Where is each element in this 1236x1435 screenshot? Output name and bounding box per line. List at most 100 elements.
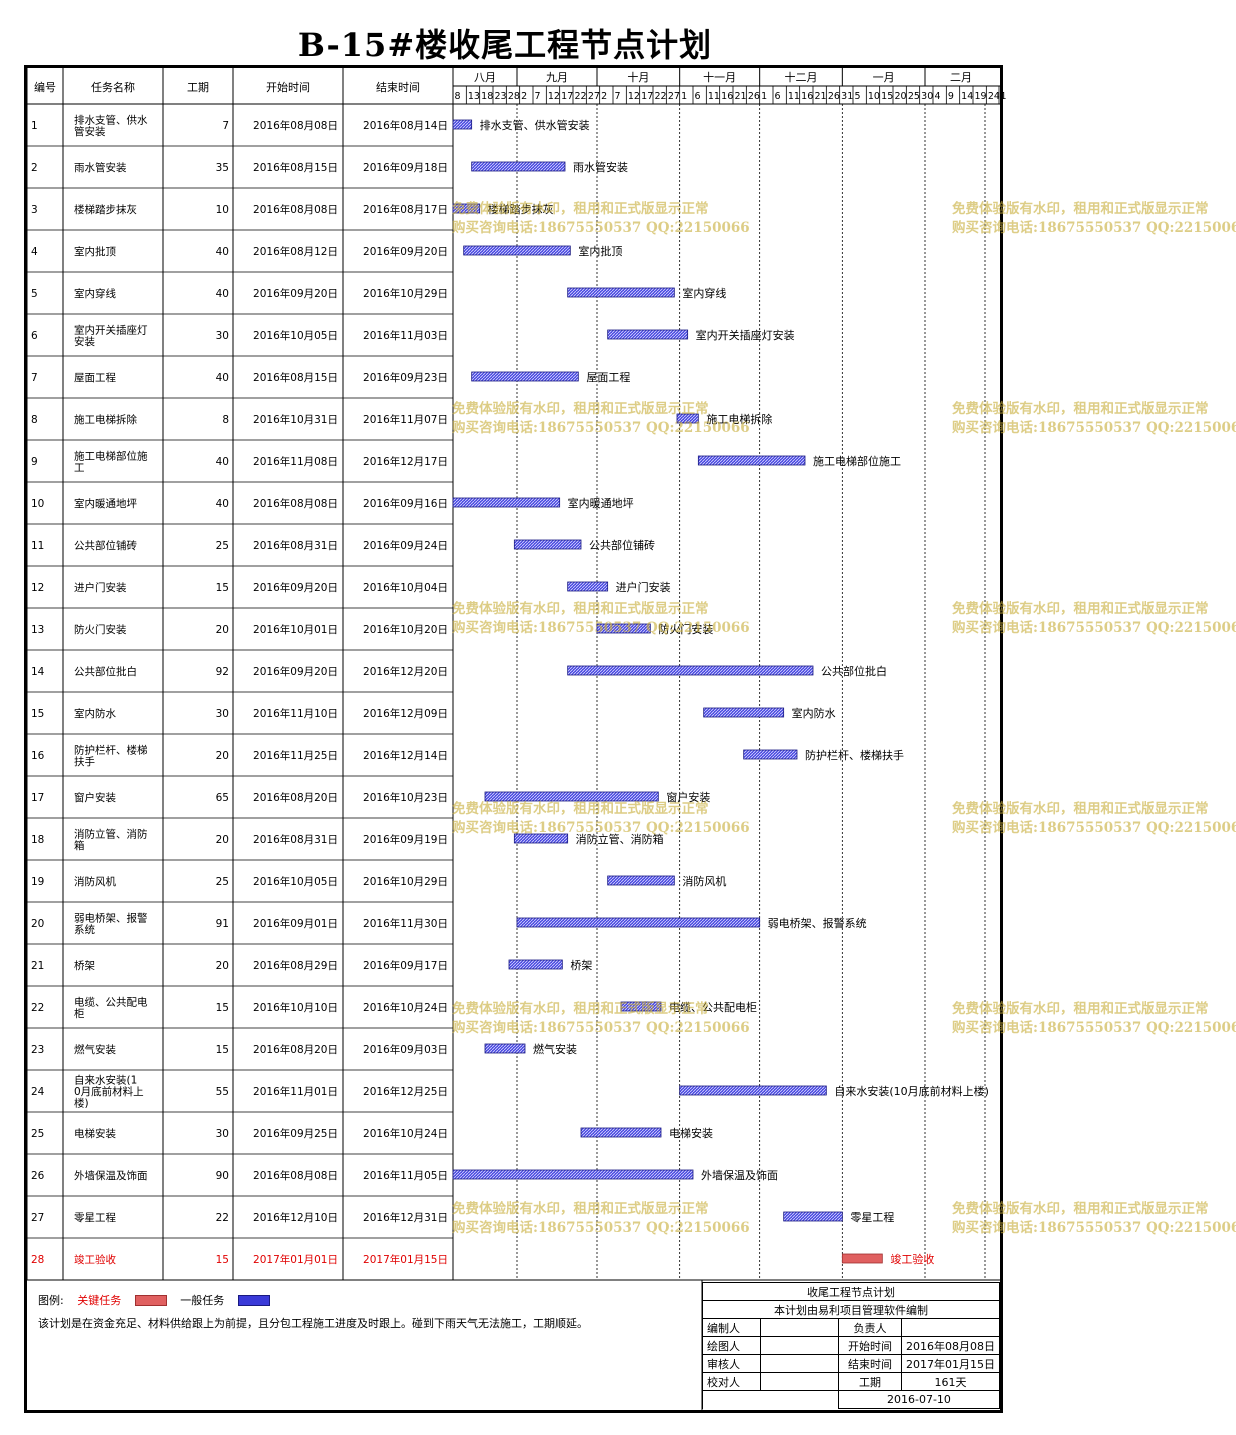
page-title: B-15#楼收尾工程节点计划: [297, 26, 713, 64]
task-end: 2016年12月17日: [363, 455, 448, 468]
task-duration: 20: [216, 960, 229, 972]
task-name: 管安装: [74, 125, 106, 138]
gantt-bar-label: 自来水安装(10月底前材料上楼): [834, 1084, 989, 1098]
tb-cell: [759, 1372, 839, 1391]
gantt-bar-label: 电梯安装: [669, 1126, 713, 1140]
day-tick-label: 21: [735, 91, 747, 102]
task-duration: 40: [216, 372, 229, 384]
task-name: 安装: [74, 335, 95, 348]
gantt-bar: [841, 1253, 883, 1264]
tb-cell: 审核人: [702, 1354, 761, 1373]
task-id: 15: [31, 708, 44, 720]
task-end: 2016年09月23日: [363, 371, 448, 384]
task-id: 2: [31, 162, 38, 174]
task-name: 系统: [74, 923, 95, 936]
task-name: 进户门安装: [74, 581, 127, 594]
task-duration: 20: [216, 624, 229, 636]
gantt-bar: [452, 119, 473, 130]
task-end: 2016年11月07日: [363, 413, 448, 426]
gantt-bar-label: 防护栏杆、楼梯扶手: [805, 748, 904, 762]
task-duration: 30: [216, 708, 229, 720]
task-id: 16: [31, 750, 45, 762]
task-end: 2016年09月24日: [363, 539, 448, 552]
gantt-bar: [620, 1001, 662, 1012]
gantt-bar-label: 屋面工程: [586, 371, 630, 384]
task-id: 7: [31, 372, 38, 384]
month-label: 一月: [873, 71, 895, 84]
day-tick-label: 25: [908, 91, 920, 102]
day-tick-label: 26: [828, 91, 840, 102]
day-tick-label: 18: [481, 91, 493, 102]
day-tick-label: 10: [868, 91, 880, 102]
task-start: 2016年08月15日: [253, 161, 338, 174]
gantt-bar-label: 竣工验收: [890, 1252, 934, 1266]
day-tick-label: 28: [508, 91, 520, 102]
gantt-bar: [580, 1127, 662, 1138]
title-block: 收尾工程节点计划 本计划由易利项目管理软件编制 编制人 负责人 绘图人 开始时间…: [702, 1282, 1001, 1409]
gantt-bar: [567, 287, 675, 298]
gantt-bar-label: 燃气安装: [533, 1042, 577, 1056]
day-tick-label: 5: [855, 91, 861, 102]
task-id: 4: [31, 246, 38, 258]
task-duration: 65: [216, 792, 229, 804]
task-name: 电梯安装: [74, 1127, 116, 1140]
gantt-bar-label: 消防立管、消防箱: [576, 832, 664, 846]
task-duration: 92: [216, 666, 229, 678]
task-name: 外墙保温及饰面: [74, 1169, 148, 1182]
task-end: 2016年10月24日: [363, 1001, 448, 1014]
task-name: 雨水管安装: [74, 161, 127, 174]
task-end: 2016年09月18日: [363, 161, 448, 174]
task-name: 窗户安装: [74, 791, 116, 804]
task-name: 屋面工程: [74, 372, 116, 384]
gantt-bar-label: 桥架: [570, 959, 592, 972]
header-start: 开始时间: [266, 80, 310, 94]
task-start: 2016年10月31日: [253, 413, 338, 426]
task-name: 0月底前材料上: [74, 1085, 144, 1098]
header-id: 编号: [34, 80, 56, 94]
day-tick-label: 1: [1001, 91, 1007, 102]
gantt-bar-label: 防火门安装: [658, 622, 713, 636]
gantt-bar: [463, 245, 571, 256]
day-tick-label: 7: [615, 91, 621, 102]
task-id: 6: [31, 330, 38, 342]
task-start: 2016年10月05日: [253, 875, 338, 888]
task-end: 2016年10月24日: [363, 1127, 448, 1140]
task-start: 2016年09月20日: [253, 581, 338, 594]
task-end: 2016年11月05日: [363, 1169, 448, 1182]
day-tick-label: 6: [695, 91, 701, 102]
task-duration: 22: [216, 1212, 229, 1224]
task-name: 柜: [74, 1007, 85, 1020]
gantt-bar-label: 排水支管、供水管安装: [480, 118, 590, 132]
gantt-bar-label: 外墙保温及饰面: [701, 1168, 778, 1182]
task-name: 消防立管、消防: [74, 827, 148, 840]
task-start: 2016年08月15日: [253, 371, 338, 384]
month-label: 十月: [627, 70, 649, 84]
gantt-bar-label: 室内批顶: [578, 244, 622, 258]
tb-cell: [901, 1318, 1000, 1337]
day-tick-label: 2: [521, 91, 527, 102]
task-start: 2016年11月08日: [253, 455, 338, 468]
task-end: 2016年09月03日: [363, 1043, 448, 1056]
gantt-bar: [513, 539, 582, 550]
task-name: 施工电梯部位施: [74, 449, 148, 462]
task-id: 19: [31, 876, 44, 888]
gantt-bar: [607, 329, 689, 340]
day-tick-label: 16: [721, 91, 733, 102]
task-start: 2016年10月01日: [253, 623, 338, 636]
day-tick-label: 17: [561, 91, 573, 102]
gantt-bar-label: 弱电桥架、报警系统: [768, 916, 867, 930]
task-start: 2016年08月20日: [253, 1043, 338, 1056]
task-name: 室内防水: [74, 707, 116, 720]
tb-cell: 校对人: [702, 1372, 761, 1391]
task-end: 2016年12月31日: [363, 1211, 448, 1224]
legend-critical-swatch: [134, 1294, 167, 1306]
day-tick-label: 6: [775, 91, 781, 102]
tb-cell: 2016年08月08日: [901, 1336, 1000, 1355]
task-id: 17: [31, 792, 44, 804]
tb-cell: 161天: [901, 1372, 1000, 1391]
task-name: 楼): [74, 1097, 89, 1110]
task-id: 13: [31, 624, 44, 636]
day-tick-label: 2: [601, 91, 607, 102]
gantt-bar: [743, 749, 798, 760]
task-id: 18: [31, 834, 44, 846]
